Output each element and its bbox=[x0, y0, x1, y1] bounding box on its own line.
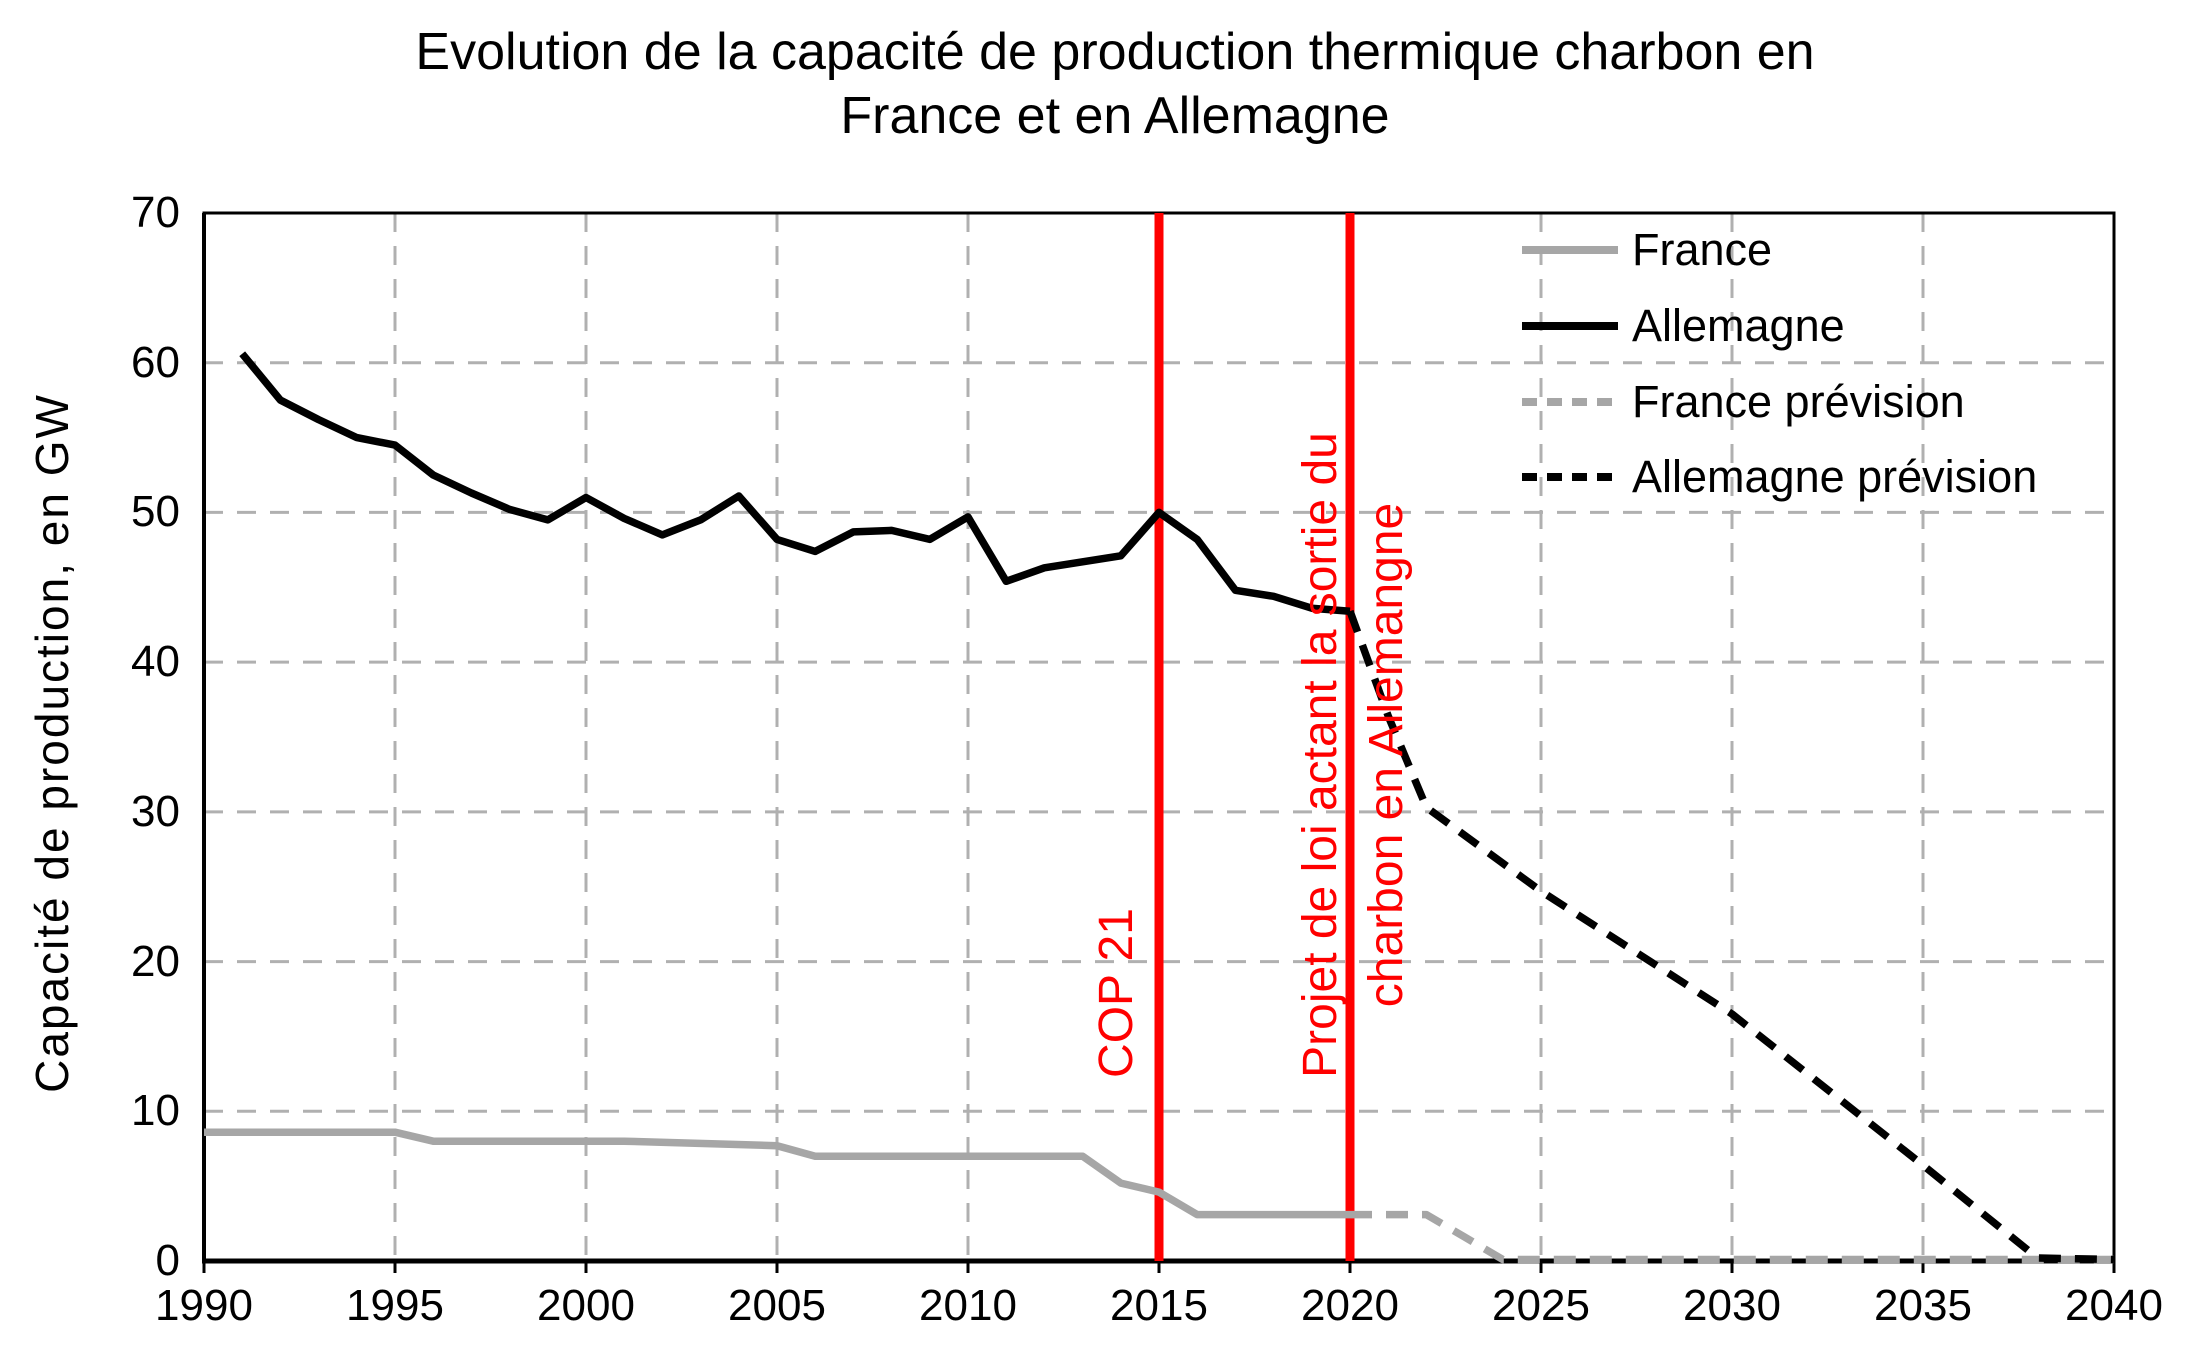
series-france-prévision bbox=[1350, 1210, 2114, 1264]
legend-swatch-line bbox=[1522, 246, 1618, 254]
legend-label: France prévision bbox=[1632, 376, 1965, 427]
legend-item-france: France bbox=[1522, 218, 1772, 282]
legend-swatch-line bbox=[1522, 398, 1618, 406]
chart-title: Evolution de la capacité de production t… bbox=[115, 20, 2115, 148]
x-tick-label-2005: 2005 bbox=[728, 1281, 826, 1330]
x-tick-label-2035: 2035 bbox=[1874, 1281, 1972, 1330]
event-lines bbox=[1154, 213, 1355, 1261]
y-tick-label-60: 60 bbox=[131, 337, 180, 387]
y-tick-label-10: 10 bbox=[131, 1086, 180, 1136]
legend-swatch-line bbox=[1522, 322, 1618, 330]
legend-label: Allemagne bbox=[1632, 300, 1845, 351]
x-tick-label-1995: 1995 bbox=[346, 1281, 444, 1330]
series-allemagne-prévision bbox=[1346, 609, 2115, 1264]
y-tick-label-50: 50 bbox=[131, 487, 180, 537]
y-tick-label-70: 70 bbox=[131, 188, 180, 237]
legend-swatch-line bbox=[1522, 473, 1618, 481]
x-tick-label-2030: 2030 bbox=[1683, 1281, 1781, 1330]
annotation-label-2020: Projet de loi actant la sortie du charbon… bbox=[1288, 345, 1420, 1165]
x-tick-label-2015: 2015 bbox=[1110, 1281, 1208, 1330]
y-axis-title: Capacité de production, en GW bbox=[26, 393, 78, 1093]
x-tick-label-2000: 2000 bbox=[537, 1281, 635, 1330]
series-france bbox=[204, 1128, 1350, 1219]
annotation-text-line: Projet de loi actant la sortie du bbox=[1294, 432, 1347, 1078]
x-tick-label-2025: 2025 bbox=[1492, 1281, 1590, 1330]
x-tick-label-1990: 1990 bbox=[155, 1281, 253, 1330]
x-axis-ticks bbox=[202, 1261, 2116, 1273]
annotation-text-line: COP 21 bbox=[1090, 908, 1143, 1078]
annotation-label-2015: COP 21 bbox=[1088, 583, 1146, 1361]
chart-title-line2: France et en Allemagne bbox=[840, 87, 1390, 145]
x-tick-label-2010: 2010 bbox=[919, 1281, 1017, 1330]
y-tick-label-0: 0 bbox=[155, 1236, 180, 1285]
y-tick-label-20: 20 bbox=[131, 936, 180, 986]
legend-item-allemagne-prévision: Allemagne prévision bbox=[1522, 445, 2037, 509]
y-tick-label-40: 40 bbox=[131, 637, 180, 687]
x-tick-label-2040: 2040 bbox=[2065, 1281, 2163, 1330]
annotation-text-line: charbon en Allemangne bbox=[1360, 502, 1413, 1008]
y-tick-label-30: 30 bbox=[131, 786, 180, 836]
legend-label: France bbox=[1632, 224, 1773, 275]
x-tick-label-2020: 2020 bbox=[1301, 1281, 1399, 1330]
series-allemagne bbox=[239, 351, 1351, 615]
legend-item-allemagne: Allemagne bbox=[1522, 294, 1845, 358]
legend-item-france-prévision: France prévision bbox=[1522, 370, 1965, 434]
chart-title-line1: Evolution de la capacité de production t… bbox=[415, 23, 1815, 81]
legend-label: Allemagne prévision bbox=[1632, 451, 2038, 502]
